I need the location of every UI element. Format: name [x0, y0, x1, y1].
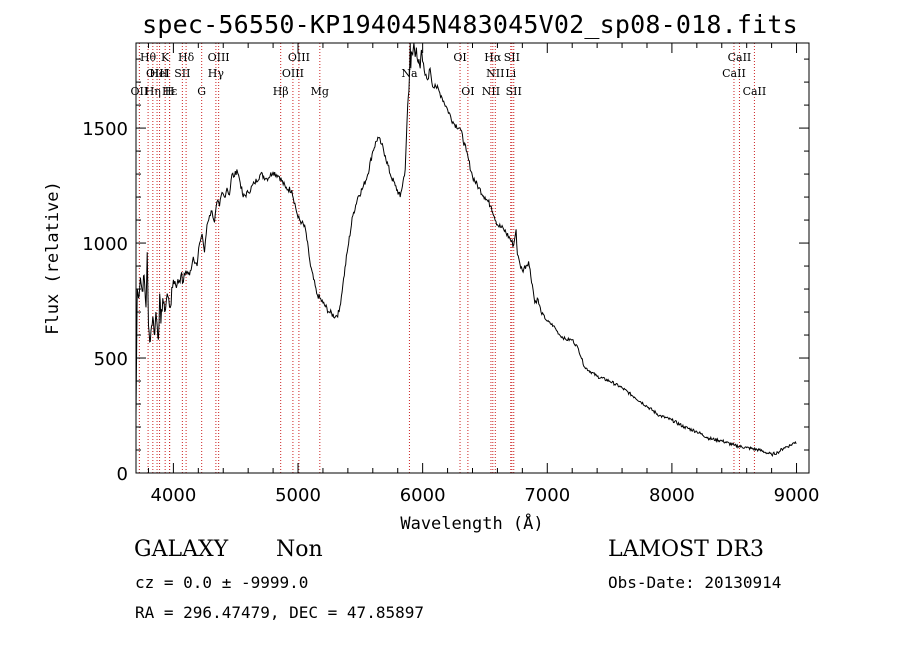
- object-subclass: Non: [276, 537, 323, 562]
- ra-dec: RA = 296.47479, DEC = 47.85897: [135, 603, 424, 622]
- line-marker-label: OII: [131, 85, 149, 98]
- y-tick-label: 0: [117, 464, 128, 485]
- line-marker-label: OIII: [146, 67, 168, 80]
- line-marker-label: H: [165, 85, 175, 98]
- x-tick-label: 7000: [524, 485, 570, 506]
- line-marker-label: Mg: [311, 85, 329, 98]
- spectrum-series-line: [135, 42, 797, 457]
- line-marker-label: CaII: [743, 85, 767, 98]
- line-marker-label: CaII: [722, 67, 746, 80]
- survey-name: LAMOST DR3: [608, 537, 764, 562]
- observation-date: Obs-Date: 20130914: [608, 573, 782, 592]
- line-marker-label: Hε: [162, 85, 178, 98]
- y-axis-ticks: 0 500 1000 1500: [82, 58, 809, 485]
- line-marker-label: SII: [174, 67, 190, 80]
- redshift-cz: cz = 0.0 ± -9999.0: [135, 573, 309, 592]
- line-marker-label: CaII: [728, 51, 752, 64]
- line-marker-label: SII: [506, 85, 522, 98]
- x-tick-label: 5000: [275, 485, 321, 506]
- y-tick-label: 500: [94, 349, 128, 370]
- x-tick-label: 6000: [400, 485, 446, 506]
- line-marker-label: SII: [504, 51, 520, 64]
- spectral-line-labels: OIIHθHηOIIIHeIKHεHSIIHδGHγOIIIHβOIIIOIII…: [131, 51, 767, 98]
- line-marker-label: Hγ: [208, 67, 225, 80]
- x-tick-label: 4000: [150, 485, 196, 506]
- line-marker-label: OI: [461, 85, 474, 98]
- x-tick-label: 9000: [774, 485, 820, 506]
- x-axis-ticks: 4000 5000 6000 7000 8000 9000: [147, 43, 820, 506]
- line-marker-label: NII: [482, 85, 500, 98]
- plot-frame: [135, 42, 810, 474]
- chart-title: spec-56550-KP194045N483045V02_sp08-018.f…: [142, 10, 798, 39]
- y-tick-label: 1000: [82, 234, 128, 255]
- line-marker-label: K: [161, 51, 170, 64]
- y-tick-label: 1500: [82, 119, 128, 140]
- line-marker-label: Hδ: [178, 51, 195, 64]
- line-marker-label: Hα: [484, 51, 502, 64]
- line-marker-label: OI: [453, 51, 466, 64]
- line-marker-label: OIII: [288, 51, 310, 64]
- line-marker-label: HeI: [149, 67, 169, 80]
- line-marker-label: NII: [486, 67, 504, 80]
- y-axis-label: Flux (relative): [43, 181, 63, 335]
- line-marker-label: Hθ: [140, 51, 157, 64]
- x-tick-label: 8000: [649, 485, 695, 506]
- line-marker-label: Hη: [145, 85, 161, 98]
- line-marker-label: OIII: [282, 67, 304, 80]
- x-axis-label: Wavelength (Å): [400, 512, 543, 534]
- line-marker-label: OIII: [208, 51, 230, 64]
- line-marker-label: Li: [505, 67, 516, 80]
- line-marker-label: G: [197, 85, 206, 98]
- object-class: GALAXY: [134, 537, 229, 562]
- line-marker-label: Hβ: [273, 85, 289, 98]
